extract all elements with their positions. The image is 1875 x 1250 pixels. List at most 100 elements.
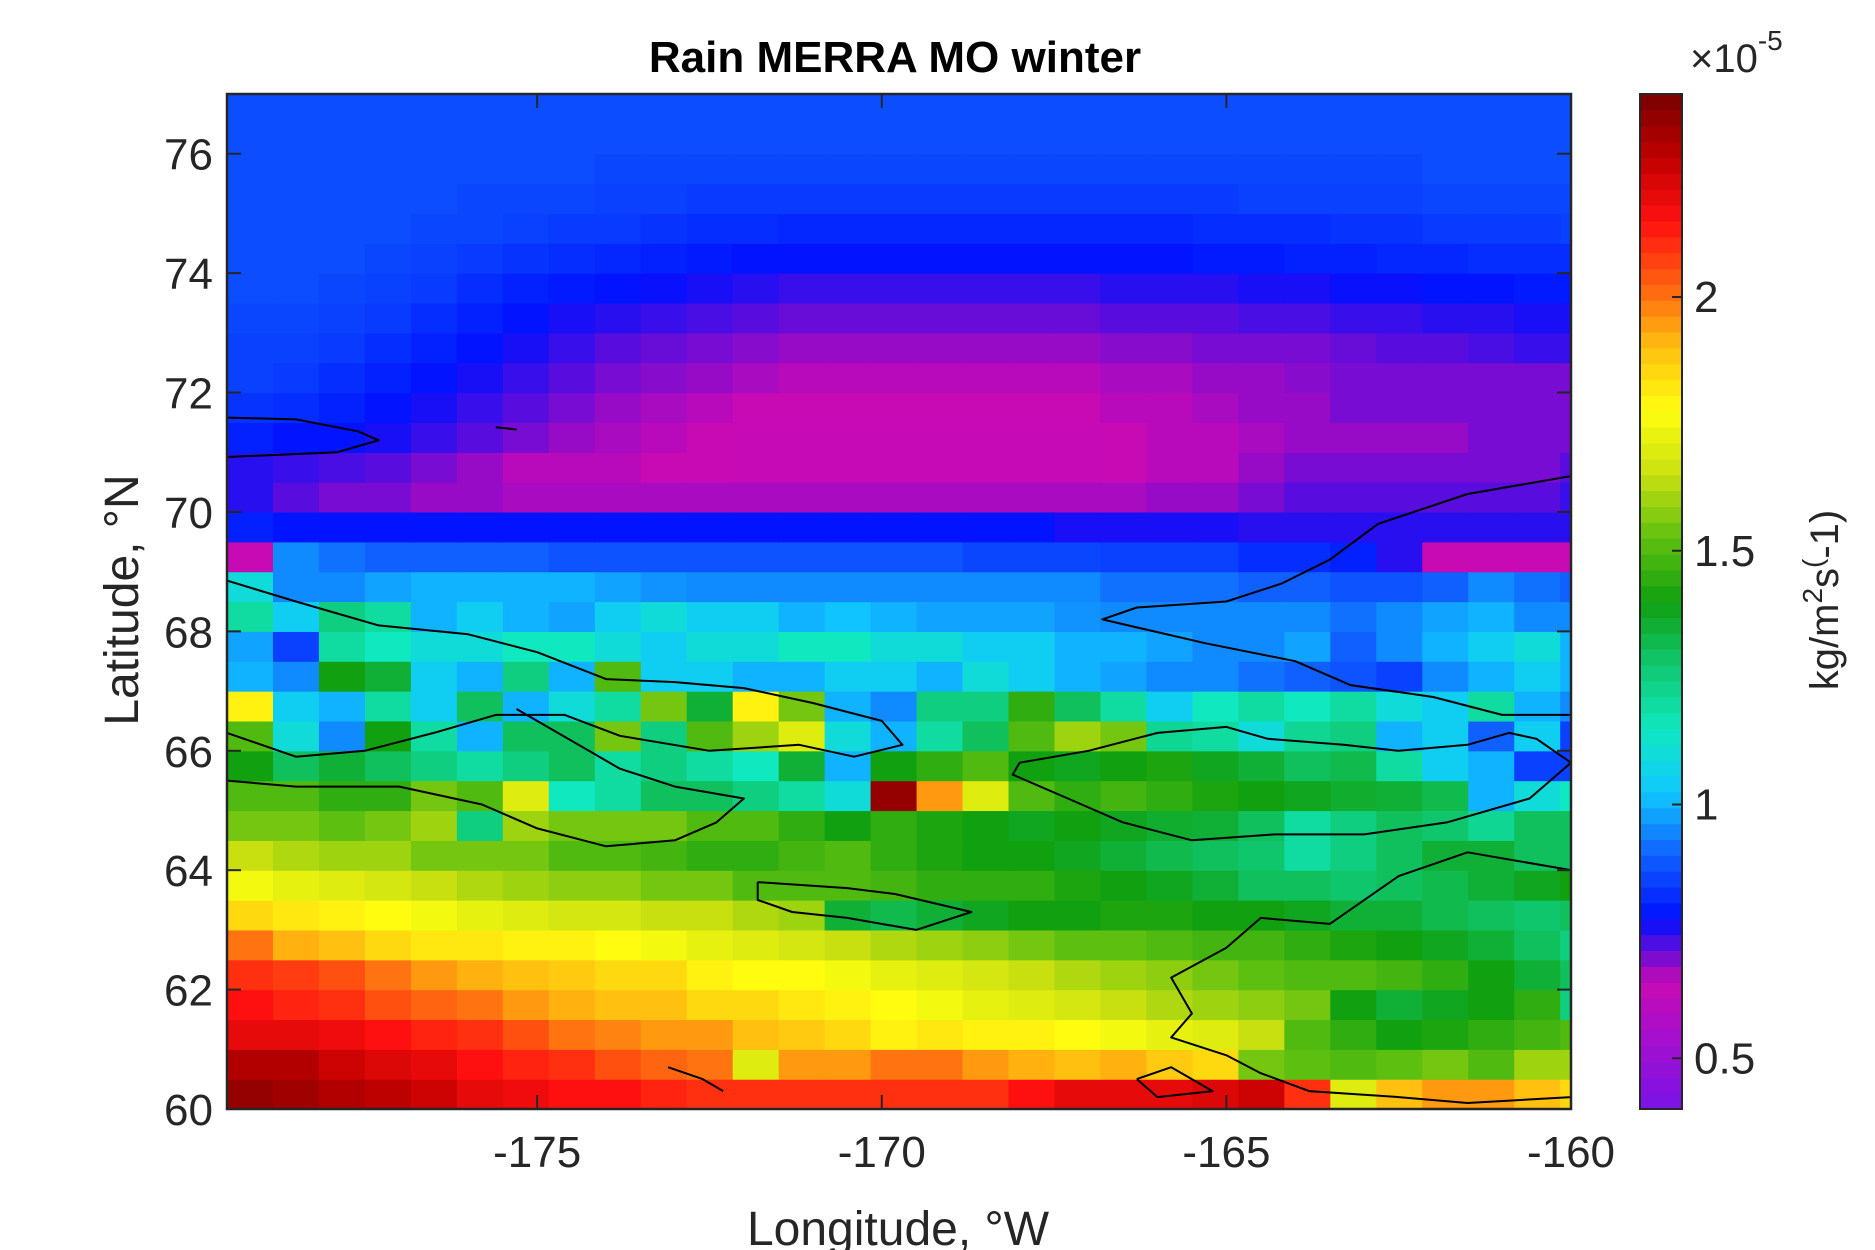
coastline-wrangler-island-edge [227, 416, 380, 458]
heatmap-cell [916, 750, 964, 782]
heatmap-cell [778, 422, 826, 453]
heatmap-cell [1514, 929, 1561, 961]
heatmap-cell [1146, 392, 1193, 423]
heatmap-cell [870, 929, 918, 961]
heatmap-cell [548, 631, 596, 662]
heatmap-cell [1238, 870, 1285, 901]
heatmap-cell [1146, 422, 1193, 453]
heatmap-cell [1790, 273, 1837, 303]
heatmap-cell [916, 810, 964, 841]
heatmap-cell [1468, 780, 1515, 812]
heatmap-cell [640, 94, 688, 125]
heatmap-cell [1100, 541, 1148, 573]
heatmap-cell [1698, 422, 1745, 452]
heatmap-cell [548, 213, 596, 244]
colorbar-tick-label: 0.5 [1694, 1034, 1755, 1083]
heatmap-cell [1330, 511, 1377, 543]
heatmap-cell [824, 392, 872, 423]
heatmap-cell [1238, 273, 1285, 304]
heatmap-cell [1192, 273, 1239, 304]
heatmap-cell [686, 900, 734, 931]
heatmap-cell [1514, 959, 1561, 991]
colorbar-band [1640, 395, 1682, 412]
heatmap-cell [1376, 720, 1423, 752]
heatmap-cell [824, 810, 872, 841]
heatmap-cell [1698, 840, 1745, 870]
heatmap-cell [1468, 243, 1515, 274]
heatmap-cell [1790, 751, 1837, 781]
heatmap-cell [640, 541, 688, 573]
y-tick-label: 72 [164, 370, 213, 419]
heatmap-cell [1514, 631, 1561, 662]
heatmap-cell [318, 780, 366, 812]
heatmap-cell [916, 1079, 964, 1109]
heatmap-cell [1192, 213, 1239, 244]
heatmap-cell [1514, 870, 1561, 901]
heatmap-cell [1238, 959, 1285, 991]
heatmap-cell [1744, 273, 1791, 303]
heatmap-cell [1468, 601, 1515, 632]
heatmap-cell [594, 929, 642, 961]
heatmap-cell [1514, 571, 1561, 603]
heatmap-cell [1790, 960, 1837, 990]
y-tick-label: 64 [164, 847, 213, 896]
heatmap-cell [1008, 870, 1056, 901]
heatmap-cell [227, 482, 274, 513]
heatmap-cell [272, 183, 320, 215]
heatmap-cell [1146, 541, 1193, 573]
heatmap-cell [1744, 124, 1791, 154]
colorbar-band [1640, 109, 1682, 127]
heatmap-cell [640, 691, 688, 722]
heatmap-cell [1008, 631, 1056, 662]
heatmap-cell [732, 482, 780, 513]
heatmap-cell [686, 482, 734, 513]
heatmap-cell [824, 989, 872, 1021]
heatmap-cell [1284, 840, 1331, 871]
heatmap-cell [1054, 1049, 1102, 1080]
heatmap-cell [686, 273, 734, 304]
heatmap-cell [1376, 989, 1423, 1021]
heatmap-cell [1238, 840, 1285, 871]
heatmap-cell [870, 392, 918, 423]
heatmap-cell [1100, 840, 1148, 871]
colorbar-band [1640, 823, 1682, 840]
heatmap-cell [1514, 362, 1561, 394]
heatmap-cell [1698, 213, 1745, 243]
heatmap-cell [824, 183, 872, 215]
heatmap-cell [824, 780, 872, 812]
heatmap-cell [1284, 929, 1331, 961]
heatmap-cell [1836, 810, 1875, 840]
heatmap-cell [1560, 153, 1571, 185]
heatmap-cell [1192, 392, 1239, 423]
heatmap-cell [640, 750, 688, 782]
heatmap-cell [410, 213, 458, 244]
heatmap-cell [686, 183, 734, 215]
heatmap-cell [916, 482, 964, 513]
heatmap-cell [502, 959, 550, 991]
heatmap-cell [1698, 1079, 1745, 1109]
heatmap-cell [1376, 661, 1423, 692]
heatmap-cell [272, 422, 320, 453]
heatmap-cell [1192, 750, 1239, 782]
heatmap-cell [686, 571, 734, 603]
heatmap-cell [640, 989, 688, 1021]
heatmap-cell [318, 601, 366, 632]
heatmap-cell [410, 482, 458, 513]
heatmap-cell [1330, 601, 1377, 632]
heatmap-cell [686, 332, 734, 364]
heatmap-cell [824, 153, 872, 185]
heatmap-cell [1514, 422, 1561, 453]
heatmap-cell [1560, 840, 1571, 871]
heatmap-cell [318, 1019, 366, 1050]
heatmap-cell [640, 302, 688, 334]
heatmap-cell [227, 541, 274, 573]
heatmap-cell [594, 691, 642, 722]
heatmap-cell [1836, 990, 1875, 1020]
heatmap-cell [1468, 94, 1515, 125]
heatmap-cell [1560, 392, 1571, 423]
heatmap-cell [1836, 1079, 1875, 1109]
heatmap-cell [272, 661, 320, 692]
heatmap-cell [1744, 691, 1791, 721]
heatmap-cell [502, 870, 550, 901]
